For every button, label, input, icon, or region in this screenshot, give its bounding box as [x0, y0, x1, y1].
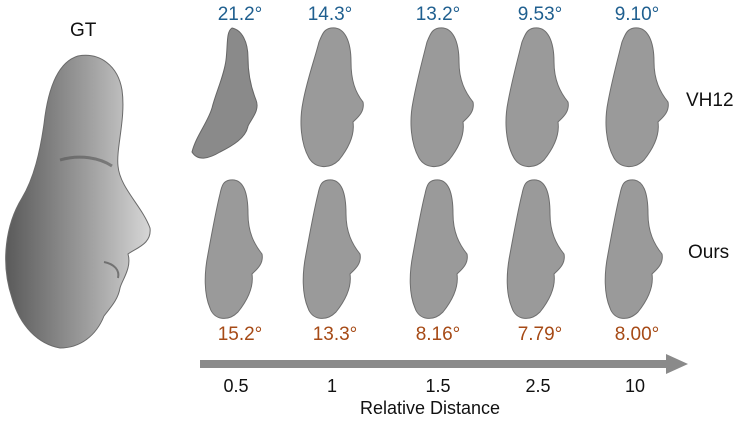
- distance-arrow: [200, 354, 688, 374]
- row1-error: 9.10°: [614, 4, 660, 25]
- vh12-face-render: [191, 27, 258, 159]
- ours-face-render: [204, 179, 263, 319]
- distance-tick: 1: [326, 376, 337, 396]
- row2-error: 8.16°: [415, 324, 461, 345]
- vh12-face-render: [605, 27, 669, 167]
- distance-tick: 1.5: [425, 376, 451, 396]
- row1-error: 21.2°: [217, 4, 263, 25]
- row-label-ours: Ours: [688, 242, 730, 263]
- ours-face-render: [302, 179, 361, 319]
- row1-error: 9.53°: [517, 4, 563, 25]
- row1-error: 13.2°: [415, 4, 461, 25]
- row2-error: 15.2°: [217, 324, 263, 345]
- vh12-face-render: [410, 27, 474, 167]
- row2-error: 7.79°: [517, 324, 563, 345]
- row1-error: 14.3°: [307, 4, 353, 25]
- distance-tick: 2.5: [525, 376, 551, 396]
- distance-tick: 0.5: [223, 376, 249, 396]
- row2-error: 8.00°: [614, 324, 660, 345]
- gt-face-render: [5, 54, 151, 349]
- ours-face-render: [604, 179, 663, 319]
- distance-tick: 10: [624, 376, 646, 396]
- gt-label: GT: [70, 20, 97, 41]
- ours-face-render: [506, 179, 565, 319]
- row2-error: 13.3°: [312, 324, 358, 345]
- row-label-vh12: VH12: [686, 90, 734, 111]
- vh12-face-render: [505, 27, 569, 167]
- axis-label: Relative Distance: [360, 398, 501, 418]
- ours-face-render: [409, 179, 468, 319]
- vh12-face-render: [300, 27, 364, 167]
